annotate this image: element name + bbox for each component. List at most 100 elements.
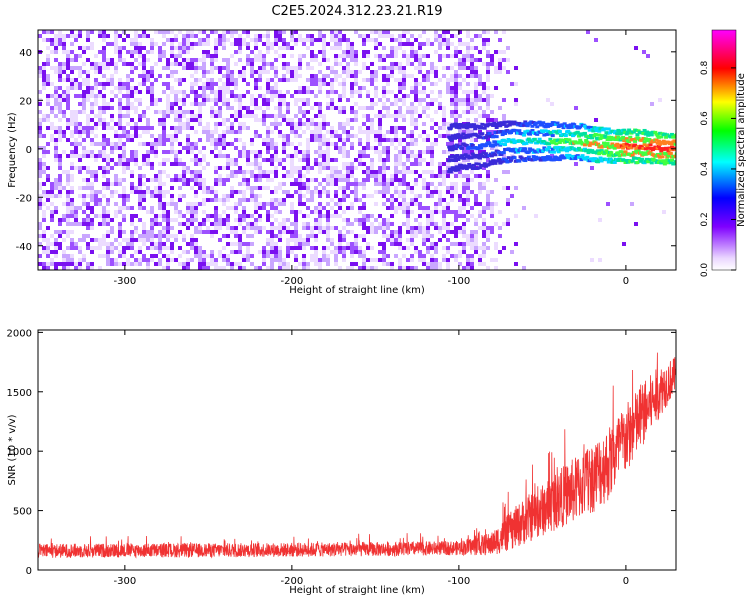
signal-track-cell (644, 152, 649, 156)
spectrogram-cell (210, 262, 214, 266)
spectrogram-cell (134, 42, 138, 46)
spectrogram-cell (238, 122, 242, 126)
spectrogram-cell (182, 62, 186, 66)
spectrogram-cell (314, 158, 318, 162)
spectrogram-cell (314, 238, 318, 242)
spectrogram-cell (162, 210, 166, 214)
signal-track-cell (528, 132, 533, 136)
spectrogram-cell (418, 158, 422, 162)
spectrogram-cell (466, 106, 470, 110)
spectrogram-cell (494, 242, 498, 246)
spectrogram-cell (246, 154, 250, 158)
spectrogram-cell (350, 174, 354, 178)
spectrogram-cell (358, 182, 362, 186)
spectrogram-cell (274, 74, 278, 78)
spectrogram-cell (82, 154, 86, 158)
spectrogram-cell (406, 158, 410, 162)
signal-track-cell (492, 159, 497, 163)
spectrogram-cell (474, 58, 478, 62)
spectrogram-cell (186, 182, 190, 186)
signal-track-cell (528, 147, 533, 151)
spectrogram-cell (82, 210, 86, 214)
signal-track-cell (544, 132, 549, 136)
signal-track-cell (450, 148, 455, 152)
signal-track-cell (606, 160, 611, 164)
spectrogram-cell (90, 42, 94, 46)
spectrogram-cell (358, 34, 362, 38)
spectrogram-cell (354, 90, 358, 94)
spectrogram-cell (370, 38, 374, 42)
signal-track-cell (628, 143, 633, 147)
spectrogram-cell (254, 134, 258, 138)
spectrogram-cell (138, 234, 142, 238)
spectrogram-cell (198, 86, 202, 90)
spectrogram-cell (430, 170, 434, 174)
spectrogram-cell (42, 38, 46, 42)
spectrogram-cell (254, 82, 258, 86)
signal-track-cell (665, 158, 670, 162)
signal-track-cell (531, 121, 536, 125)
spectrogram-cell (298, 38, 302, 42)
spectrogram-cell (270, 226, 274, 230)
spectrogram-cell (134, 126, 138, 130)
signal-track-cell (596, 142, 601, 146)
spectrogram-cell (298, 86, 302, 90)
spectrogram-cell (254, 198, 258, 202)
signal-track-cell (477, 135, 482, 139)
spectrogram-cell (454, 78, 458, 82)
spectrogram-cell (458, 86, 462, 90)
spectrogram-cell (474, 246, 478, 250)
spectrogram-cell (318, 38, 322, 42)
spectrogram-cell (190, 34, 194, 38)
spectrogram-cell (290, 202, 294, 206)
spectrogram-cell (274, 174, 278, 178)
spectrogram-cell (314, 190, 318, 194)
spectrogram-cell (218, 114, 222, 118)
spectrogram-cell (438, 94, 442, 98)
spectrogram-cell (234, 62, 238, 66)
spectrogram-cell (106, 66, 110, 70)
spectrogram-cell (378, 42, 382, 46)
spectrogram-cell (258, 134, 262, 138)
spectrogram-cell (110, 230, 114, 234)
spectrogram-cell (234, 98, 238, 102)
spectrogram-cell (178, 50, 182, 54)
spectrogram-cell (442, 198, 446, 202)
spectrogram-cell (86, 218, 90, 222)
spectrogram-cell (206, 38, 210, 42)
spectrogram-cell (62, 42, 66, 46)
spectrogram-cell (234, 30, 238, 34)
signal-track-cell (493, 153, 498, 157)
spectrogram-cell (110, 262, 114, 266)
spectrogram-cell (410, 150, 414, 154)
spectrogram-cell (486, 98, 490, 102)
spectrogram-cell (350, 262, 354, 266)
spectrogram-cell (330, 34, 334, 38)
signal-track-cell (602, 141, 607, 145)
spectrogram-cell (230, 122, 234, 126)
signal-track-cell (673, 142, 676, 146)
spectrogram-cell (334, 142, 338, 146)
spectrogram-cell (334, 106, 338, 110)
spectrogram-cell (226, 74, 230, 78)
spectrogram-cell (210, 70, 214, 74)
spectrogram-cell (54, 262, 58, 266)
spectrogram-cell (486, 174, 490, 178)
spectrogram-cell (326, 42, 330, 46)
spectrogram-cell (350, 74, 354, 78)
signal-track-cell (661, 139, 666, 143)
spectrogram-cell (430, 42, 434, 46)
spectrogram-cell (202, 94, 206, 98)
spectrogram-cell (238, 94, 242, 98)
spectrogram-cell (490, 130, 494, 134)
spectrogram-cell (398, 70, 402, 74)
spectrogram-cell (262, 142, 266, 146)
spectrogram-cell (454, 242, 458, 246)
spectrogram-cell (194, 178, 198, 182)
signal-track-cell (480, 154, 485, 158)
spectrogram-cell (334, 254, 338, 258)
spectrogram-cell (182, 110, 186, 114)
spectrogram-cell (386, 234, 390, 238)
spectrogram-cell (102, 74, 106, 78)
spectrogram-cell (350, 254, 354, 258)
